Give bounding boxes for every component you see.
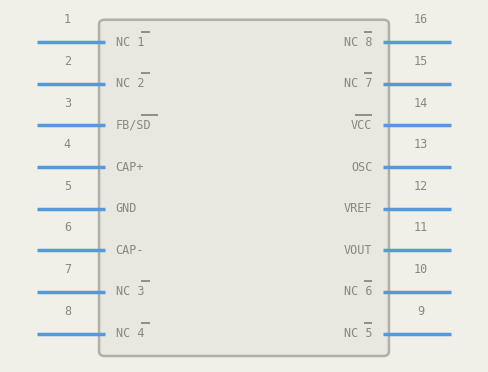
Text: NC 5: NC 5 [344,327,372,340]
Text: GND: GND [116,202,137,215]
Text: VOUT: VOUT [344,244,372,257]
Text: 13: 13 [413,138,428,151]
Text: 4: 4 [64,138,71,151]
Text: 2: 2 [64,55,71,68]
Text: NC 3: NC 3 [116,285,144,298]
Text: NC 1: NC 1 [116,36,144,49]
Text: NC 8: NC 8 [344,36,372,49]
Text: NC 2: NC 2 [116,77,144,90]
Text: 5: 5 [64,180,71,193]
Text: 1: 1 [64,13,71,26]
Text: CAP+: CAP+ [116,161,144,174]
Text: 12: 12 [413,180,428,193]
Text: 8: 8 [64,305,71,318]
Text: 6: 6 [64,221,71,234]
FancyBboxPatch shape [99,20,389,356]
Text: 15: 15 [413,55,428,68]
Text: VCC: VCC [351,119,372,132]
Text: 11: 11 [413,221,428,234]
Text: OSC: OSC [351,161,372,174]
Text: NC 7: NC 7 [344,77,372,90]
Text: NC 4: NC 4 [116,327,144,340]
Text: FB/SD: FB/SD [116,119,151,132]
Text: 10: 10 [413,263,428,276]
Text: CAP-: CAP- [116,244,144,257]
Text: 7: 7 [64,263,71,276]
Text: 14: 14 [413,97,428,110]
Text: VREF: VREF [344,202,372,215]
Text: 16: 16 [413,13,428,26]
Text: 3: 3 [64,97,71,110]
Text: 9: 9 [417,305,424,318]
Text: NC 6: NC 6 [344,285,372,298]
